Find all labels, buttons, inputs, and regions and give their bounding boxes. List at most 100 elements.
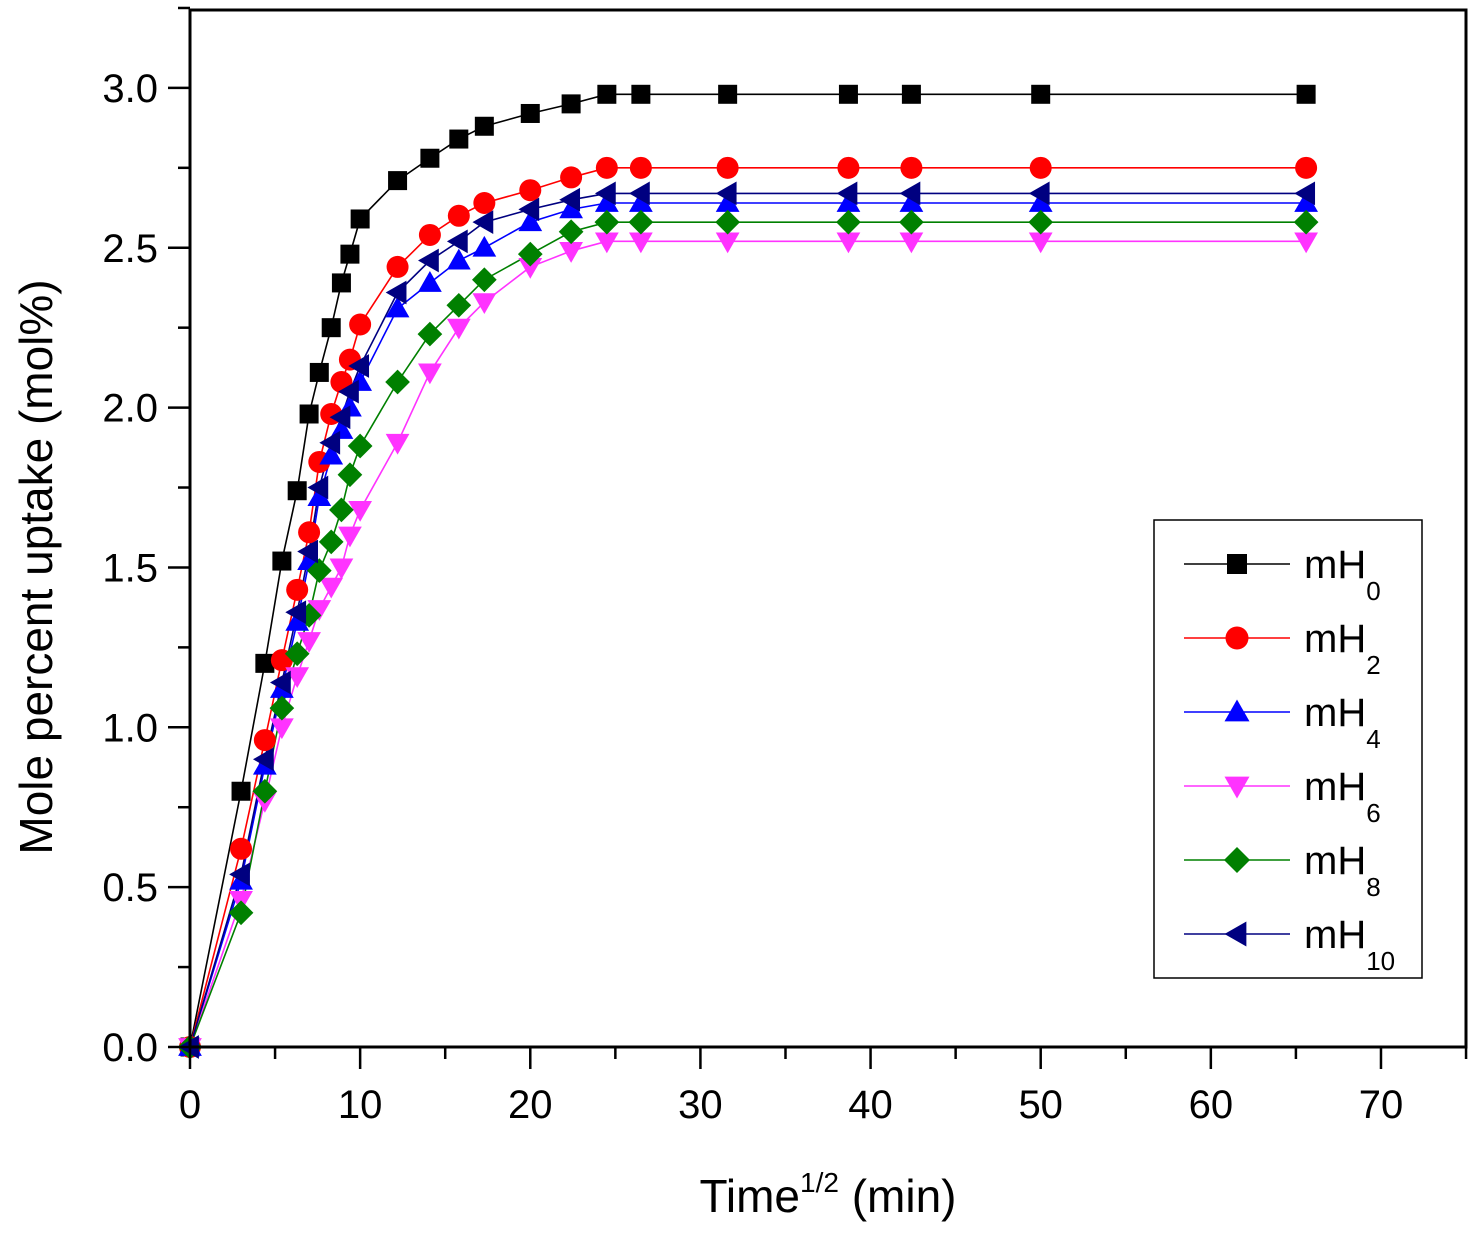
series-markers-mH0 — [180, 84, 1316, 1057]
x-axis-title: Time1/2 (min) — [700, 1167, 957, 1222]
data-point-mH4 — [307, 485, 332, 507]
data-point-mH8 — [1028, 209, 1054, 235]
data-point-mH4 — [1294, 191, 1318, 212]
data-point-mH0 — [299, 404, 319, 424]
data-point-mH10 — [385, 280, 407, 305]
series-line-mH2 — [189, 167, 1307, 1048]
data-point-mH8 — [558, 219, 584, 245]
plot-frame — [188, 8, 1468, 1049]
legend-marker — [1224, 921, 1247, 947]
x-tick-label: 50 — [1018, 1083, 1063, 1127]
data-point-mH8 — [836, 209, 861, 235]
data-point-mH0 — [321, 318, 341, 338]
data-point-mH8 — [284, 641, 310, 667]
series-markers-mH10 — [178, 181, 1316, 1059]
x-tick-label: 40 — [848, 1083, 893, 1127]
data-point-mH10 — [836, 181, 858, 206]
data-point-mH0 — [901, 84, 921, 104]
data-point-mH6 — [285, 667, 310, 689]
data-point-mH10 — [899, 181, 921, 206]
data-point-mH0 — [449, 129, 469, 149]
data-point-mH6 — [385, 433, 410, 455]
plot-series-markers — [177, 84, 1319, 1060]
x-axis-ticks: 0 10 20 30 40 50 60 70 — [179, 1047, 1468, 1127]
data-point-mH4 — [285, 609, 310, 631]
data-point-mH2 — [349, 313, 372, 336]
data-point-mH4 — [472, 235, 497, 257]
data-point-mH0 — [388, 171, 408, 191]
data-point-mH6 — [472, 293, 497, 314]
x-axis-title-superscript: 1/2 — [800, 1167, 839, 1198]
data-point-mH10 — [594, 181, 616, 206]
data-point-mH8 — [517, 241, 543, 267]
legend-marker — [1227, 554, 1247, 574]
legend-label-subscript: 4 — [1366, 724, 1380, 754]
data-point-mH0 — [718, 84, 738, 104]
y-tick-label: 0.0 — [102, 1026, 158, 1070]
data-point-mH8 — [306, 558, 332, 583]
data-point-mH6 — [836, 232, 861, 254]
data-point-mH10 — [472, 210, 494, 235]
data-point-mH8 — [385, 369, 410, 395]
data-point-mH10 — [348, 354, 370, 378]
legend-box — [1153, 519, 1423, 979]
data-point-mH6 — [418, 363, 442, 385]
data-point-mH6 — [329, 558, 354, 580]
data-point-mH2 — [473, 191, 496, 214]
data-point-mH4 — [899, 191, 924, 212]
x-tick-label: 60 — [1189, 1083, 1234, 1127]
y-tick-label: 1.5 — [102, 546, 158, 590]
data-point-mH10 — [628, 181, 650, 206]
data-point-mH10 — [297, 539, 319, 564]
data-point-mH0 — [340, 244, 360, 264]
series-line-mH0 — [189, 93, 1307, 1048]
data-point-mH2 — [716, 156, 739, 179]
data-point-mH0 — [474, 116, 494, 136]
data-point-mH0 — [309, 362, 329, 382]
data-point-mH0 — [350, 209, 370, 229]
data-point-mH6 — [446, 318, 471, 340]
data-point-mH6 — [270, 718, 294, 740]
data-point-mH4 — [559, 197, 583, 219]
data-point-mH10 — [715, 181, 737, 206]
data-point-mH8 — [347, 433, 373, 459]
series-line-mH4 — [189, 202, 1307, 1048]
y-axis-ticks: 0.0 0.5 1.0 1.5 2.0 2.5 3.0 — [102, 6, 190, 1070]
data-point-mH8 — [715, 209, 740, 235]
data-point-mH0 — [1031, 84, 1051, 104]
data-point-mH10 — [1028, 181, 1050, 206]
data-point-mH10 — [285, 600, 307, 625]
data-point-mH10 — [1294, 181, 1316, 206]
data-point-mH10 — [270, 670, 291, 695]
data-point-mH2 — [418, 223, 441, 246]
data-point-mH2 — [253, 729, 276, 752]
legend-label-subscript: 2 — [1366, 650, 1380, 680]
legend-marker — [1224, 847, 1250, 873]
data-point-mH8 — [318, 529, 344, 555]
data-point-mH10 — [329, 405, 351, 430]
data-point-mH6 — [297, 632, 321, 653]
data-point-mH10 — [446, 229, 468, 254]
data-point-mH10 — [229, 862, 250, 887]
y-axis-title: Mole percent uptake (mol%) — [10, 279, 62, 854]
data-point-mH6 — [307, 600, 332, 621]
series-markers-mH8 — [177, 209, 1319, 1060]
x-axis-title-main: Time — [700, 1170, 801, 1222]
data-point-mH4 — [385, 296, 410, 318]
data-point-mH8 — [228, 900, 254, 926]
x-tick-label: 30 — [678, 1083, 723, 1127]
data-point-mH8 — [269, 695, 295, 721]
data-point-mH0 — [1296, 84, 1316, 104]
data-point-mH6 — [338, 526, 362, 548]
data-point-mH8 — [296, 603, 322, 628]
legend-label-subscript: 6 — [1366, 798, 1380, 828]
x-tick-label: 70 — [1359, 1083, 1404, 1127]
series-markers-mH4 — [178, 191, 1318, 1056]
data-point-mH6 — [348, 500, 373, 522]
legend-marker — [1225, 626, 1249, 650]
axes — [188, 8, 1468, 1049]
data-point-mH8 — [446, 292, 472, 318]
data-point-mH6 — [899, 232, 924, 254]
